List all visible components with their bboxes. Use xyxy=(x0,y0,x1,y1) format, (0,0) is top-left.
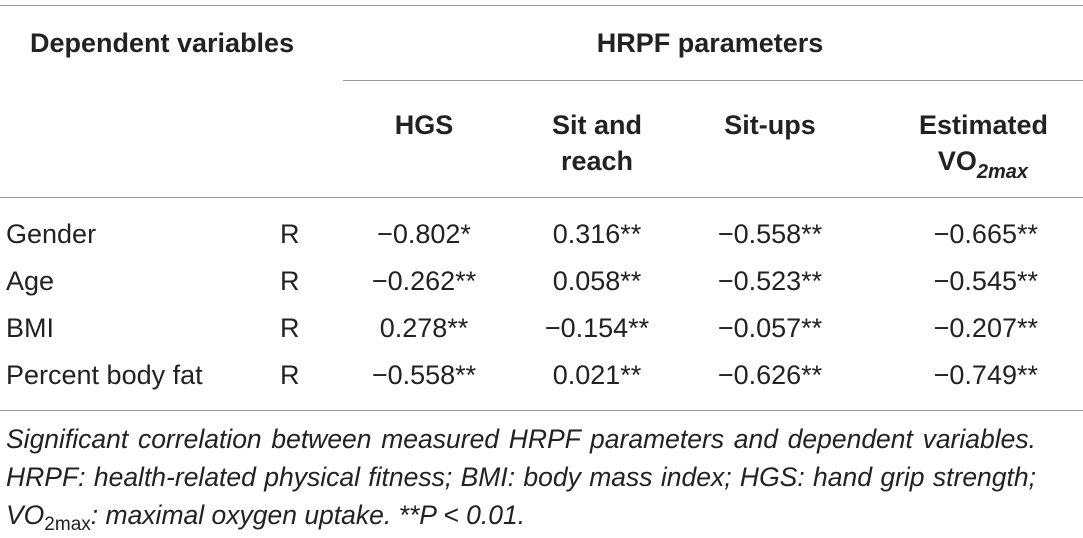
cell-vo2: −0.749** xyxy=(933,360,1038,390)
row-stat: R xyxy=(280,219,300,249)
cell-sit-reach: 0.316** xyxy=(552,219,642,249)
row-label: Gender xyxy=(6,219,97,249)
cell-hgs: −0.558** xyxy=(371,360,477,390)
table-bottom-rule xyxy=(0,410,1083,411)
column-header-vo2-line2: VO2max xyxy=(937,145,1028,183)
vo2-base: VO xyxy=(937,146,977,176)
header-dependent-variables: Dependent variables xyxy=(30,28,295,58)
row-label: BMI xyxy=(6,313,55,343)
cell-sit-reach: 0.058** xyxy=(552,266,642,296)
row-stat: R xyxy=(280,360,300,390)
caption-text: Significant correlation between measured… xyxy=(6,424,1036,530)
cell-sit-reach: 0.021** xyxy=(552,360,642,390)
cell-situps: −0.558** xyxy=(717,219,823,249)
row-label: Percent body fat xyxy=(6,360,203,390)
caption-subscript: 2max xyxy=(44,514,91,535)
caption-text-end: : maximal oxygen uptake. **P < 0.01. xyxy=(90,500,526,530)
cell-hgs: −0.262** xyxy=(371,266,477,296)
row-stat: R xyxy=(280,313,300,343)
cell-situps: −0.523** xyxy=(717,266,823,296)
cell-vo2: −0.207** xyxy=(933,313,1038,343)
cell-situps: −0.626** xyxy=(717,360,823,390)
cell-situps: −0.057** xyxy=(717,313,823,343)
column-header-hgs: HGS xyxy=(394,110,454,140)
group-underline xyxy=(343,80,1083,81)
cell-sit-reach: −0.154** xyxy=(544,313,650,343)
cell-vo2: −0.545** xyxy=(933,266,1038,296)
vo2-subscript: 2max xyxy=(976,161,1028,183)
header-bottom-rule xyxy=(0,197,1083,198)
cell-vo2: −0.665** xyxy=(933,219,1038,249)
column-header-sit-reach-line2: reach xyxy=(560,146,634,176)
column-header-situps: Sit-ups xyxy=(724,110,816,140)
column-header-vo2-line1: Estimated xyxy=(918,110,1048,140)
cell-hgs: 0.278** xyxy=(379,313,469,343)
top-rule xyxy=(0,5,1083,6)
cell-hgs: −0.802* xyxy=(377,219,471,249)
column-header-sit-reach-line1: Sit and xyxy=(551,110,643,140)
row-stat: R xyxy=(280,266,300,296)
table-caption: Significant correlation between measured… xyxy=(6,420,1036,538)
row-label: Age xyxy=(6,266,55,296)
header-hrpf-parameters: HRPF parameters xyxy=(596,28,824,58)
